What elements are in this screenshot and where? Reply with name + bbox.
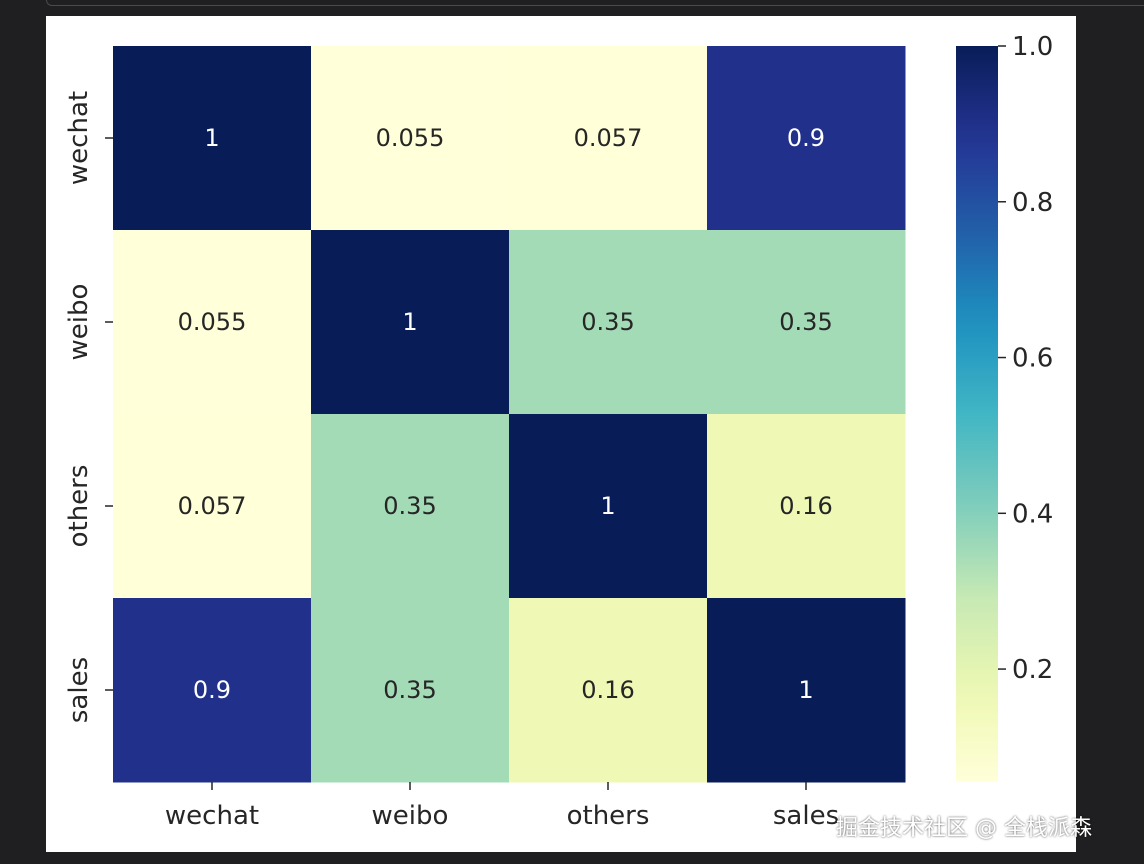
cell-annotation: 0.9 (787, 124, 825, 152)
heatmap-annotations: 1 0.055 0.057 0.9 0.055 1 0.35 0.35 0.057 0.35 1 0.… (178, 124, 833, 704)
colorbar-tick-label: 0.6 (1012, 344, 1053, 374)
y-tick-label: sales (64, 657, 94, 723)
cell-annotation: 1 (204, 124, 219, 152)
colorbar-tick-label: 0.8 (1012, 188, 1053, 218)
watermark-text: 掘金技术社区 @ 全栈派森 (836, 816, 1092, 841)
colorbar: 0.2 0.4 0.6 0.8 1.0 (956, 32, 1053, 782)
heatmap-cell (113, 230, 312, 415)
heatmap-cell (509, 598, 708, 783)
heatmap-cell (113, 46, 312, 231)
heatmap-chart: 1 0.055 0.057 0.9 0.055 1 0.35 0.35 0.057 0.35 1 0.… (64, 32, 1053, 831)
colorbar-gradient (956, 46, 998, 782)
heatmap-cell (707, 230, 906, 415)
y-axis: wechat weibo others sales (64, 91, 113, 723)
x-tick-label: others (567, 801, 650, 831)
cell-annotation: 0.16 (779, 492, 832, 520)
x-tick-label: weibo (372, 801, 449, 831)
y-tick-label: weibo (64, 284, 94, 361)
heatmap-cell (707, 598, 906, 783)
heatmap-cell (311, 414, 510, 599)
cell-annotation: 0.16 (581, 676, 634, 704)
cell-annotation: 0.35 (581, 308, 634, 336)
y-tick-label: others (64, 465, 94, 548)
heatmap-cell (113, 414, 312, 599)
heatmap-cell (311, 46, 510, 231)
colorbar-tick-label: 1.0 (1012, 32, 1053, 62)
cell-annotation: 0.35 (383, 676, 436, 704)
heatmap-cell (707, 414, 906, 599)
cell-annotation: 0.055 (376, 124, 445, 152)
heatmap-cell (113, 598, 312, 783)
colorbar-tick-label: 0.2 (1012, 655, 1053, 685)
cell-annotation: 1 (798, 676, 813, 704)
heatmap-cell (311, 230, 510, 415)
cell-annotation: 0.057 (178, 492, 247, 520)
x-axis: wechat weibo others sales (165, 782, 839, 831)
window-edge (46, 0, 1144, 6)
cell-annotation: 0.9 (193, 676, 231, 704)
heatmap-cell (509, 230, 708, 415)
cell-annotation: 0.057 (574, 124, 643, 152)
heatmap-cell (311, 598, 510, 783)
heatmap-cell (707, 46, 906, 231)
chart-figure: 1 0.055 0.057 0.9 0.055 1 0.35 0.35 0.057 0.35 1 0.… (46, 16, 1076, 852)
colorbar-tick-label: 0.4 (1012, 499, 1053, 529)
cell-annotation: 1 (600, 492, 615, 520)
heatmap-cells (113, 46, 906, 783)
x-tick-label: sales (773, 801, 839, 831)
heatmap-cell (509, 46, 708, 231)
cell-annotation: 0.055 (178, 308, 247, 336)
cell-annotation: 1 (402, 308, 417, 336)
y-tick-label: wechat (64, 91, 94, 185)
cell-annotation: 0.35 (383, 492, 436, 520)
cell-annotation: 0.35 (779, 308, 832, 336)
heatmap-cell (509, 414, 708, 599)
x-tick-label: wechat (165, 801, 259, 831)
